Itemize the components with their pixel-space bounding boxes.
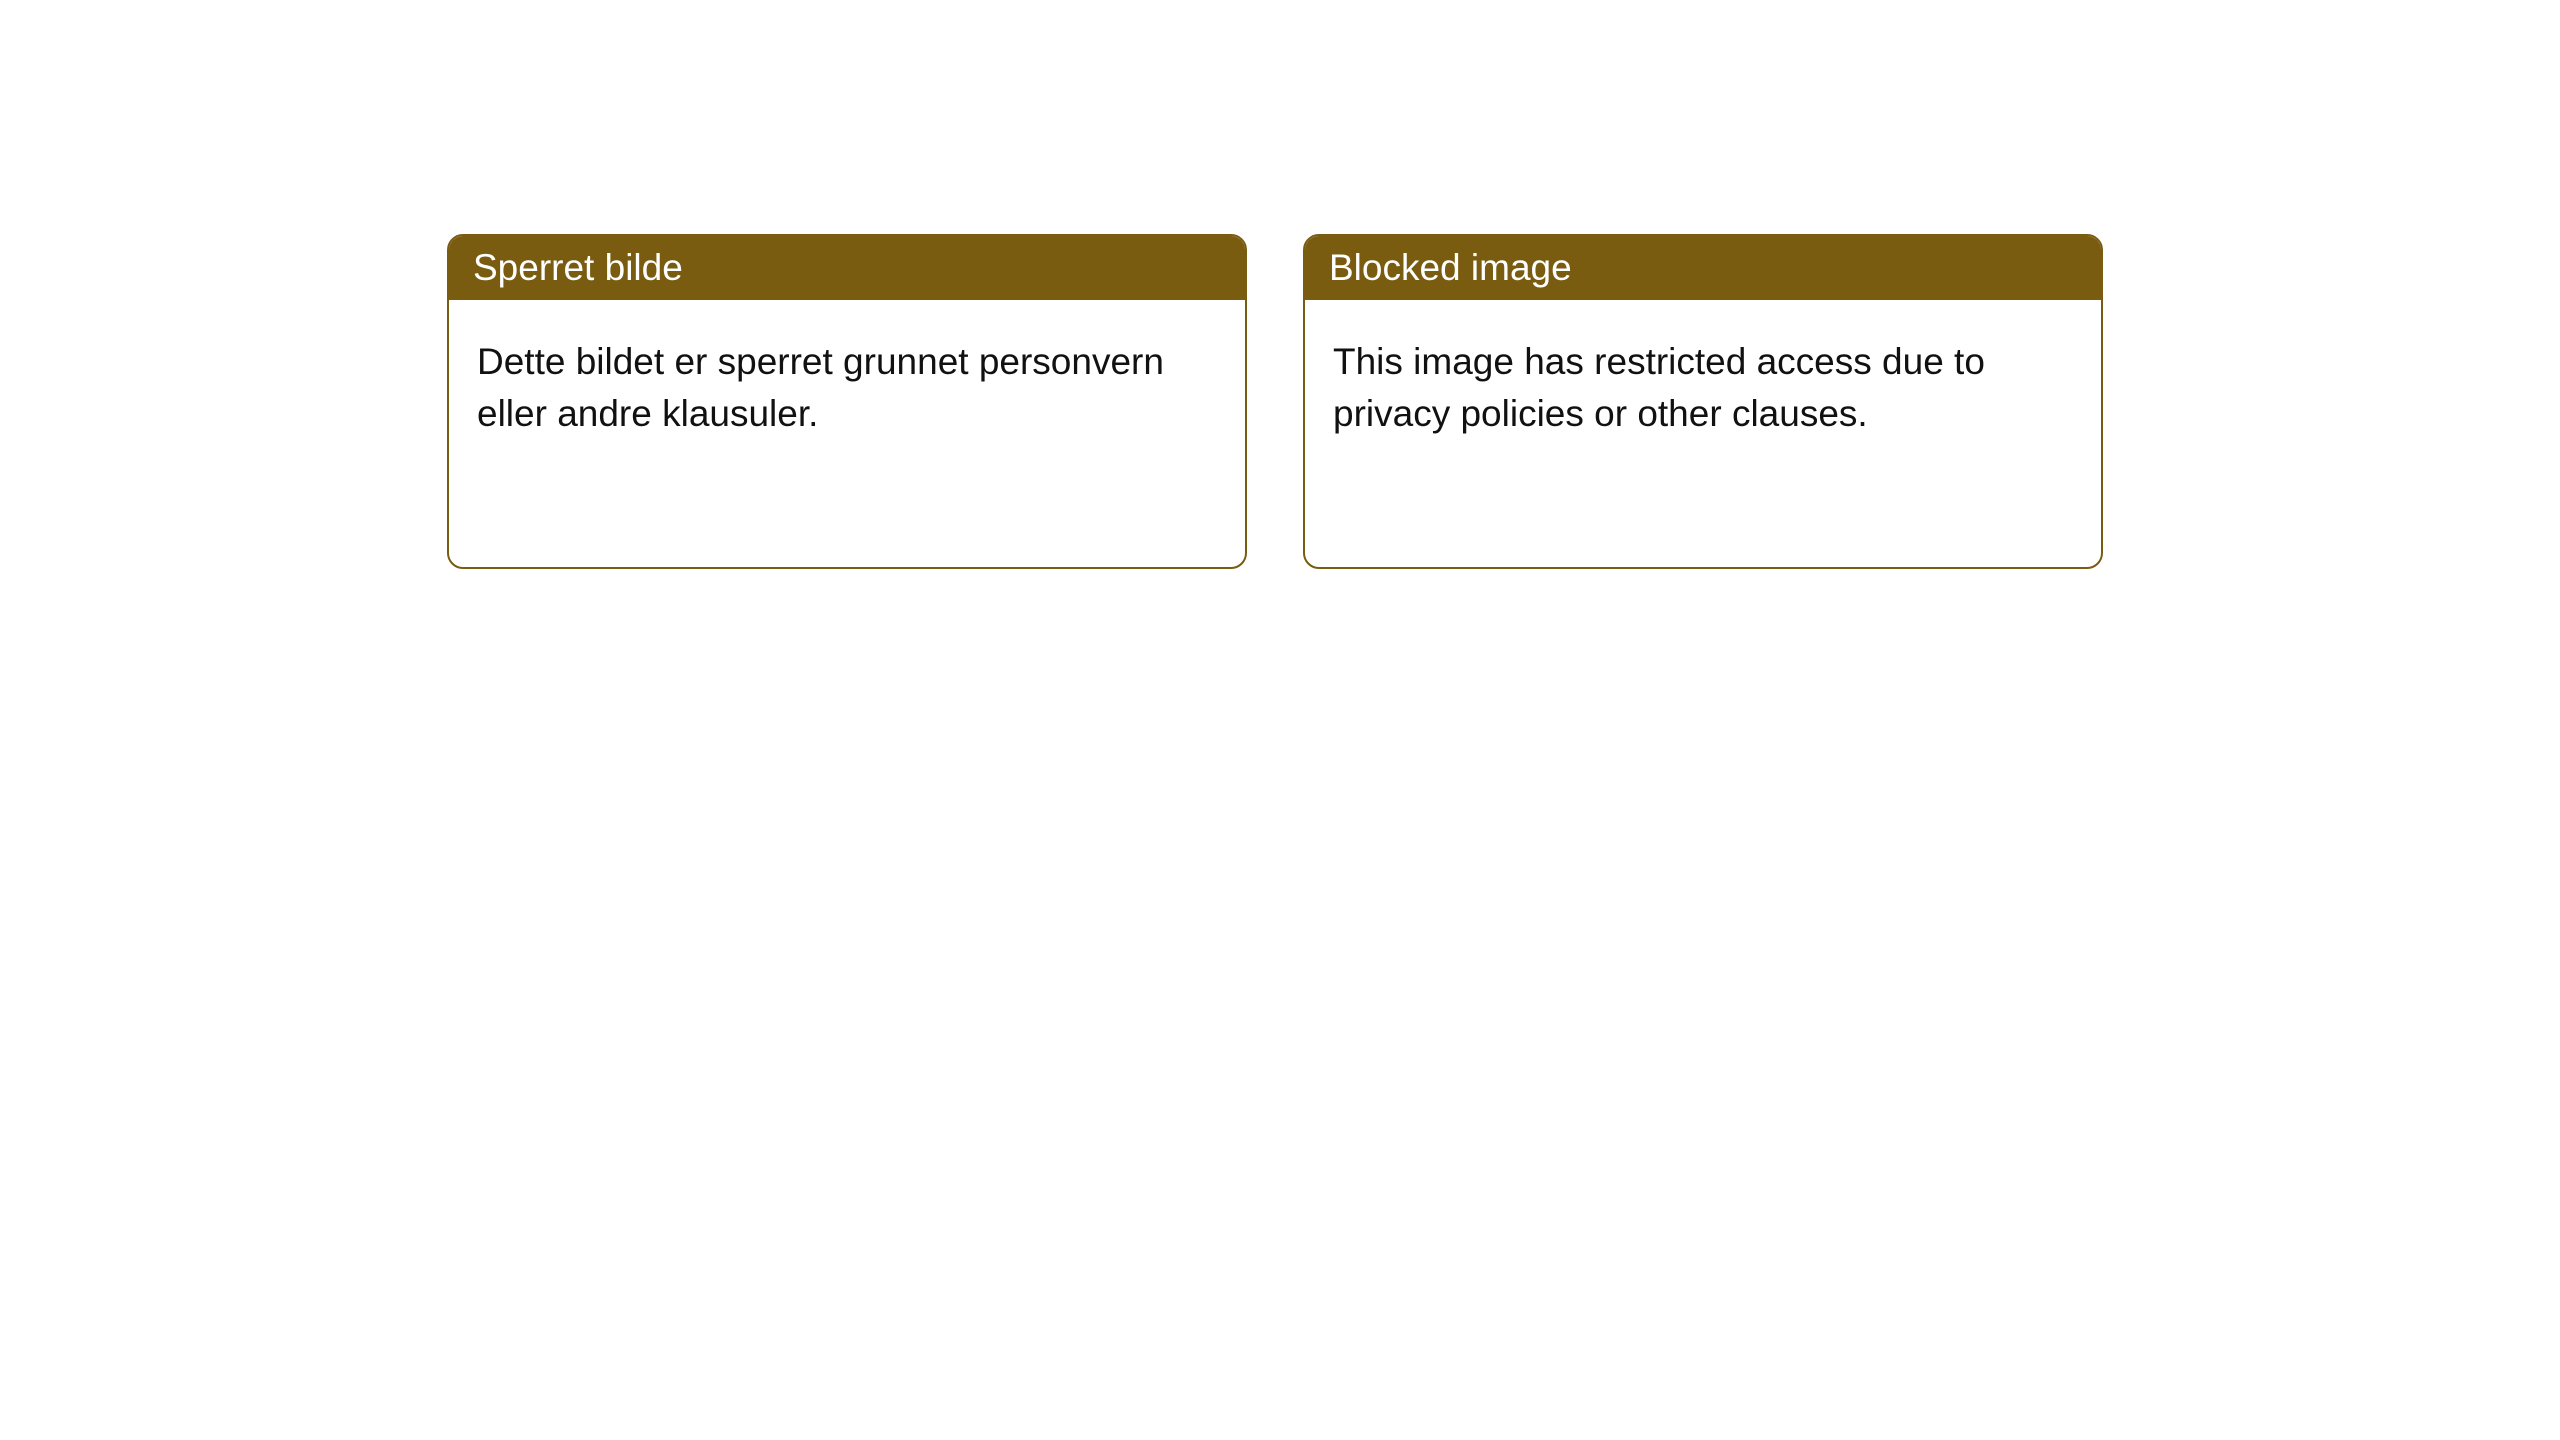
blocked-image-card-en: Blocked image This image has restricted … [1303,234,2103,569]
notice-container: Sperret bilde Dette bildet er sperret gr… [447,234,2103,569]
card-body-en: This image has restricted access due to … [1305,300,2101,476]
card-header-en: Blocked image [1305,236,2101,300]
blocked-image-card-no: Sperret bilde Dette bildet er sperret gr… [447,234,1247,569]
card-body-no: Dette bildet er sperret grunnet personve… [449,300,1245,476]
card-header-no: Sperret bilde [449,236,1245,300]
